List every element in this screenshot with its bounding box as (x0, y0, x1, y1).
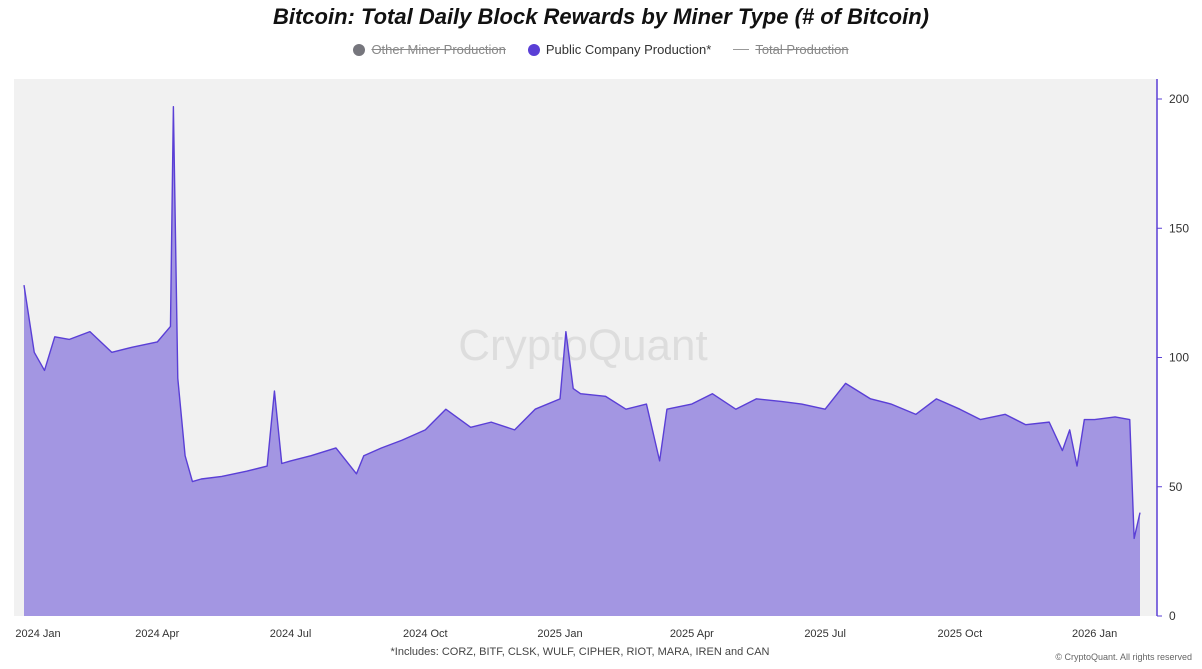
x-tick-label: 2024 Jan (15, 628, 60, 640)
x-tick-label: 2025 Jul (804, 628, 846, 640)
x-tick-label: 2025 Apr (670, 628, 714, 640)
y-tick-label: 50 (1169, 480, 1183, 494)
watermark-text: CryptoQuant (458, 321, 707, 370)
x-tick-label: 2025 Oct (938, 628, 983, 640)
chart-legend: Other Miner Production Public Company Pr… (0, 42, 1202, 57)
legend-swatch-total-production (733, 49, 750, 50)
series-area-public-company (24, 106, 1140, 616)
x-tick-label: 2024 Jul (270, 628, 312, 640)
footnote: *Includes: CORZ, BITF, CLSK, WULF, CIPHE… (390, 646, 770, 658)
series-line-public-company (23, 106, 1141, 540)
x-tick-label: 2024 Apr (135, 628, 179, 640)
y-tick-label: 0 (1169, 609, 1176, 623)
legend-item-other-miner[interactable]: Other Miner Production (353, 42, 506, 57)
x-tick-label: 2024 Oct (403, 628, 448, 640)
legend-swatch-public-company (527, 43, 540, 56)
y-axis-ticks: 0 50 100 150 200 (1157, 92, 1189, 623)
x-axis-ticks: 2024 Jan 2024 Apr 2024 Jul 2024 Oct 2025 Jan… (15, 628, 1117, 640)
legend-item-public-company[interactable]: Public Company Production* (527, 42, 712, 57)
x-tick-label: 2025 Jan (537, 628, 582, 640)
y-tick-label: 200 (1169, 92, 1189, 106)
legend-label-public-company: Public Company Production* (545, 42, 712, 57)
legend-swatch-other-miner (353, 43, 366, 56)
legend-label-other-miner: Other Miner Production (371, 42, 506, 57)
chart-title: Bitcoin: Total Daily Block Rewards by Mi… (272, 4, 929, 29)
y-tick-label: 150 (1169, 221, 1189, 235)
copyright: © CryptoQuant. All rights reserved (1055, 652, 1192, 662)
y-tick-label: 100 (1169, 351, 1189, 365)
x-tick-label: 2026 Jan (1072, 628, 1117, 640)
series-layer (23, 106, 1141, 616)
legend-item-total-production[interactable]: Total Production (733, 42, 849, 57)
legend-label-total-production: Total Production (755, 42, 849, 57)
